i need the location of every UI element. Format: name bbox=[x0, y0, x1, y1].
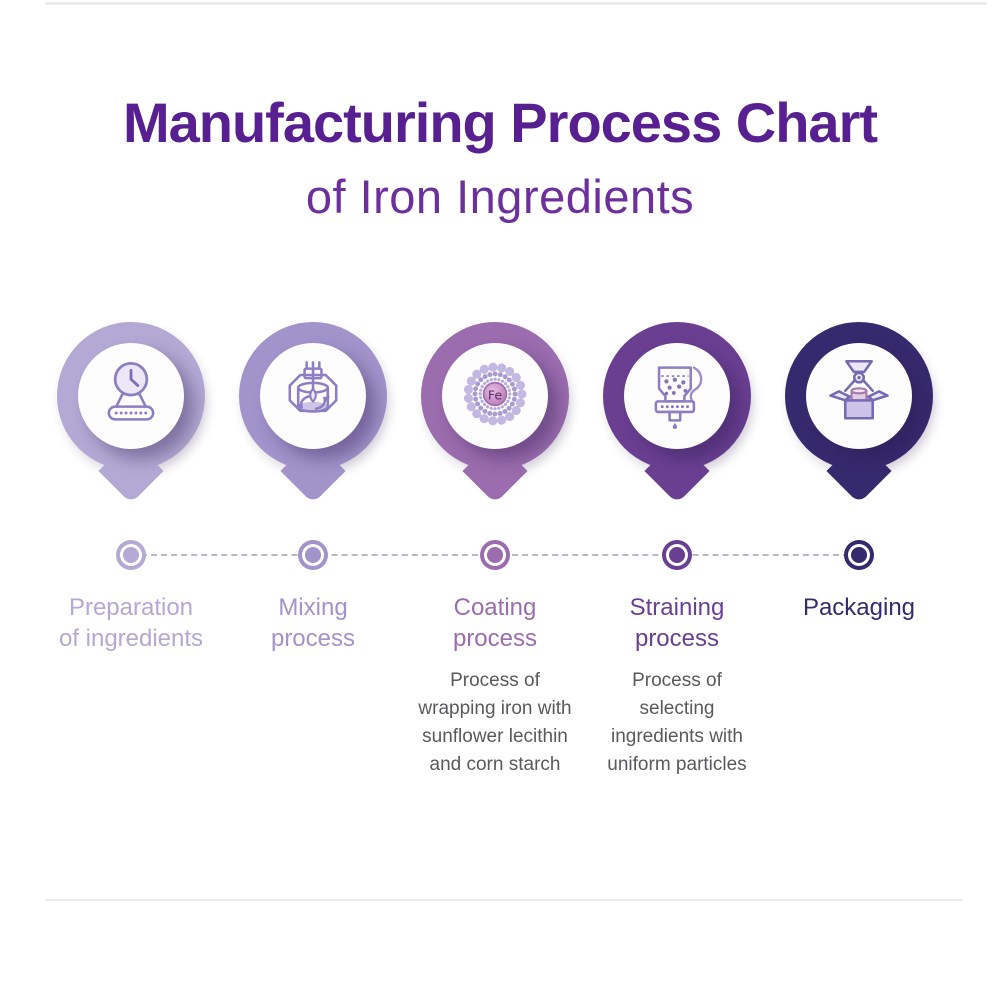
timeline-dot-packaging bbox=[851, 547, 867, 563]
pin-packaging bbox=[785, 322, 933, 470]
step-desc-straining: Process of selecting ingredients with un… bbox=[607, 670, 747, 775]
labels-row: Preparation of ingredients Mixing proces… bbox=[40, 592, 950, 779]
pin-preparation bbox=[57, 322, 205, 470]
clock-conveyor-icon bbox=[93, 356, 169, 437]
mixer-tank-icon bbox=[275, 356, 351, 437]
step-preparation bbox=[40, 322, 222, 470]
step-label-straining: Straining process bbox=[629, 594, 725, 652]
pins-row: Fe bbox=[40, 322, 950, 470]
packing-machine-icon bbox=[821, 356, 897, 437]
pin-circle bbox=[260, 343, 366, 449]
step-mixing bbox=[222, 322, 404, 470]
pin-mixing bbox=[239, 322, 387, 470]
page-subtitle: of Iron Ingredients bbox=[305, 170, 695, 223]
bottom-separator bbox=[45, 899, 963, 901]
process-diagram: Fe bbox=[40, 322, 950, 779]
step-label-packaging: Packaging bbox=[802, 594, 916, 621]
fe-micelle-icon: Fe bbox=[457, 356, 533, 437]
step-straining bbox=[586, 322, 768, 470]
timeline-dot-preparation bbox=[123, 547, 139, 563]
timeline-dot-mixing bbox=[305, 547, 321, 563]
step-coating: Fe bbox=[404, 322, 586, 470]
pin-circle bbox=[624, 343, 730, 449]
pin-circle bbox=[78, 343, 184, 449]
step-label-coating: Coating process bbox=[452, 594, 538, 652]
step-label-preparation: Preparation of ingredients bbox=[58, 594, 204, 652]
svg-text:Fe: Fe bbox=[488, 387, 503, 402]
pin-coating: Fe bbox=[421, 322, 569, 470]
pin-straining bbox=[603, 322, 751, 470]
page-title: Manufacturing Process Chart bbox=[122, 91, 878, 154]
timeline-dot-straining bbox=[669, 547, 685, 563]
pin-circle: Fe bbox=[442, 343, 548, 449]
top-separator bbox=[45, 2, 987, 5]
pin-circle bbox=[806, 343, 912, 449]
step-label-mixing: Mixing process bbox=[270, 594, 356, 652]
step-packaging bbox=[768, 322, 950, 470]
step-desc-coating: Process of wrapping iron with sunflower … bbox=[418, 670, 572, 775]
timeline bbox=[40, 540, 950, 570]
timeline-dot-coating bbox=[487, 547, 503, 563]
header: Manufacturing Process Chart of Iron Ingr… bbox=[0, 0, 1000, 222]
strainer-funnel-icon bbox=[639, 356, 715, 437]
